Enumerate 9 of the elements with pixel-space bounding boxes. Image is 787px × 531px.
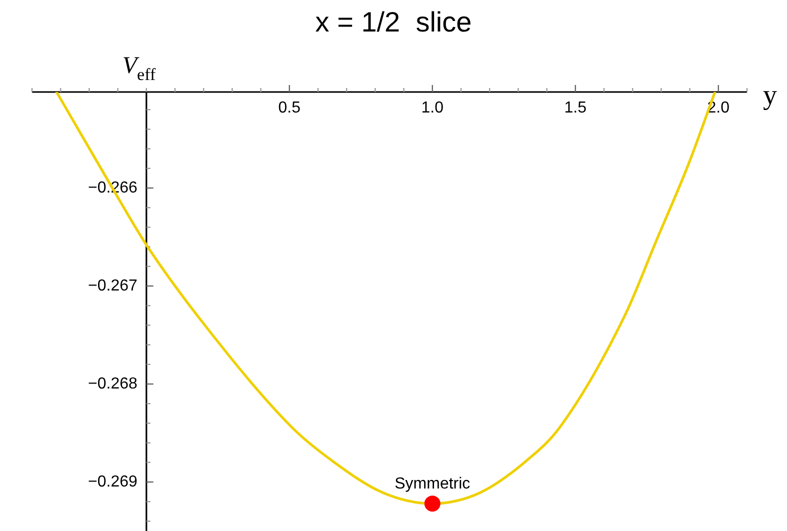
- y-tick-label: −0.269: [88, 473, 138, 490]
- y-tick-label: −0.268: [88, 375, 138, 392]
- x-tick-label: 0.5: [278, 99, 301, 116]
- x-tick-label: 1.0: [421, 99, 444, 116]
- x-axis-title: y: [763, 80, 777, 111]
- chart-title: x = 1/2 slice: [315, 6, 472, 38]
- y-tick-label: −0.267: [88, 277, 138, 294]
- x-tick-label: 1.5: [564, 99, 587, 116]
- annotation: Symmetric: [394, 476, 470, 493]
